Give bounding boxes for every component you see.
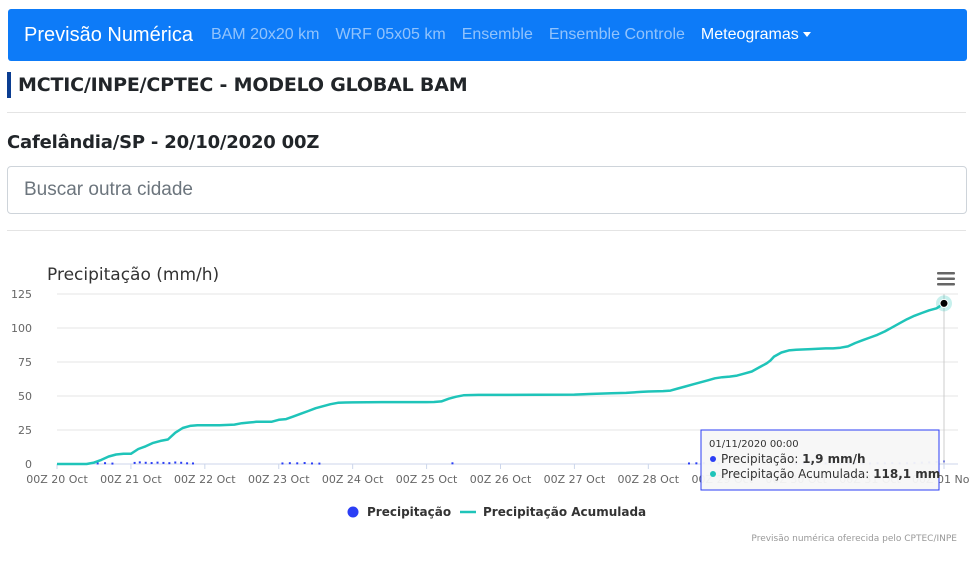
x-tick-label: 00Z 24 Oct [322,473,384,486]
y-tick-label: 100 [11,322,32,335]
legend-symbol [347,506,359,518]
accumulated-precip-line [57,302,945,466]
tooltip-dot [710,471,716,477]
nav-item-bam[interactable]: BAM 20x20 km [210,26,320,43]
precip-point [180,461,183,464]
precip-point [133,461,136,464]
precip-point [186,462,189,465]
x-tick-label: 00Z 20 Oct [26,473,88,486]
precip-point [695,462,698,465]
model-title: MCTIC/INPE/CPTEC - MODELO GLOBAL BAM [7,72,468,98]
city-title: Cafelândia/SP - 20/10/2020 00Z [7,132,320,153]
legend-label: Precipitação Acumulada [483,505,646,519]
x-tick-label: 00Z 25 Oct [396,473,458,486]
precip-point [288,462,291,465]
y-tick-label: 0 [25,458,32,471]
y-tick-label: 50 [18,390,32,403]
precip-point [296,462,299,465]
nav-item-wrf[interactable]: WRF 05x05 km [335,26,446,43]
precip-point [192,462,195,465]
chart-legend: Precipitação Precipitação Acumulada [347,505,646,519]
y-tick-label: 25 [18,424,32,437]
x-tick-label: 00Z 21 Oct [100,473,162,486]
tooltip-row: Precipitação Acumulada: 118,1 mm [721,467,940,481]
precip-point [104,462,107,465]
x-tick-label: 00Z 23 Oct [248,473,310,486]
precip-point [168,462,171,465]
precip-point [174,461,177,464]
hamburger-menu-icon[interactable] [932,267,958,289]
precip-point [156,461,159,464]
x-tick-label: 00Z 28 Oct [618,473,680,486]
tooltip-row-label: Precipitação Acumulada: [721,467,873,481]
tooltip-dot [710,456,716,462]
x-tick-label: 00Z 22 Oct [174,473,236,486]
precip-point [162,461,165,464]
chart-tooltip: 01/11/2020 00:00 Precipitação: 1,9 mm/hPr… [700,294,952,491]
chart-title: Precipitação (mm/h) [47,265,219,285]
precip-point [96,462,99,465]
precip-point [281,462,284,465]
legend-label: Precipitação [367,505,451,519]
tooltip-row-value: 118,1 mm [873,467,940,481]
tooltip-row-label: Precipitação: [721,452,802,466]
precip-point [451,462,454,465]
y-tick-label: 75 [18,356,32,369]
precip-point [311,462,314,465]
nav-item-meteogramas[interactable]: Meteogramas [701,26,811,44]
nav-item-ensemble-controle[interactable]: Ensemble Controle [548,26,685,43]
precip-point [150,462,153,465]
tooltip-header: 01/11/2020 00:00 [709,439,799,450]
precip-point [318,462,321,465]
x-tick-label: 00Z 26 Oct [470,473,532,486]
nav-item-ensemble[interactable]: Ensemble [461,26,533,43]
precip-point [144,461,147,464]
precip-point [303,462,306,465]
divider [7,230,966,231]
tooltip-box [700,429,940,491]
legend-item-precipitacao-acumulada[interactable]: Precipitação Acumulada [460,505,646,519]
precipitation-chart: Precipitação (mm/h) 0 25 50 75 100 125 00Z 20… [11,265,970,544]
x-tick-label: 00Z 27 Oct [544,473,606,486]
precip-point [138,461,141,464]
tooltip-row-value: 1,9 mm/h [802,452,865,466]
search-city-input[interactable] [7,166,967,214]
nav-item-meteogramas-label: Meteogramas [700,26,799,43]
tooltip-row: Precipitação: 1,9 mm/h [721,452,866,466]
precip-point [111,462,114,465]
top-navbar: Previsão Numérica BAM 20x20 km WRF 05x05… [8,9,967,61]
precip-point [687,462,690,465]
navbar-brand[interactable]: Previsão Numérica [24,23,193,46]
chart-credits: Previsão numérica oferecida pelo CPTEC/I… [751,533,957,544]
divider [7,112,966,113]
caret-down-icon [802,32,811,38]
hover-marker[interactable] [939,298,949,308]
y-tick-label: 125 [11,288,32,301]
legend-item-precipitacao[interactable]: Precipitação [347,505,452,519]
y-axis-labels: 0 25 50 75 100 125 [11,288,32,471]
